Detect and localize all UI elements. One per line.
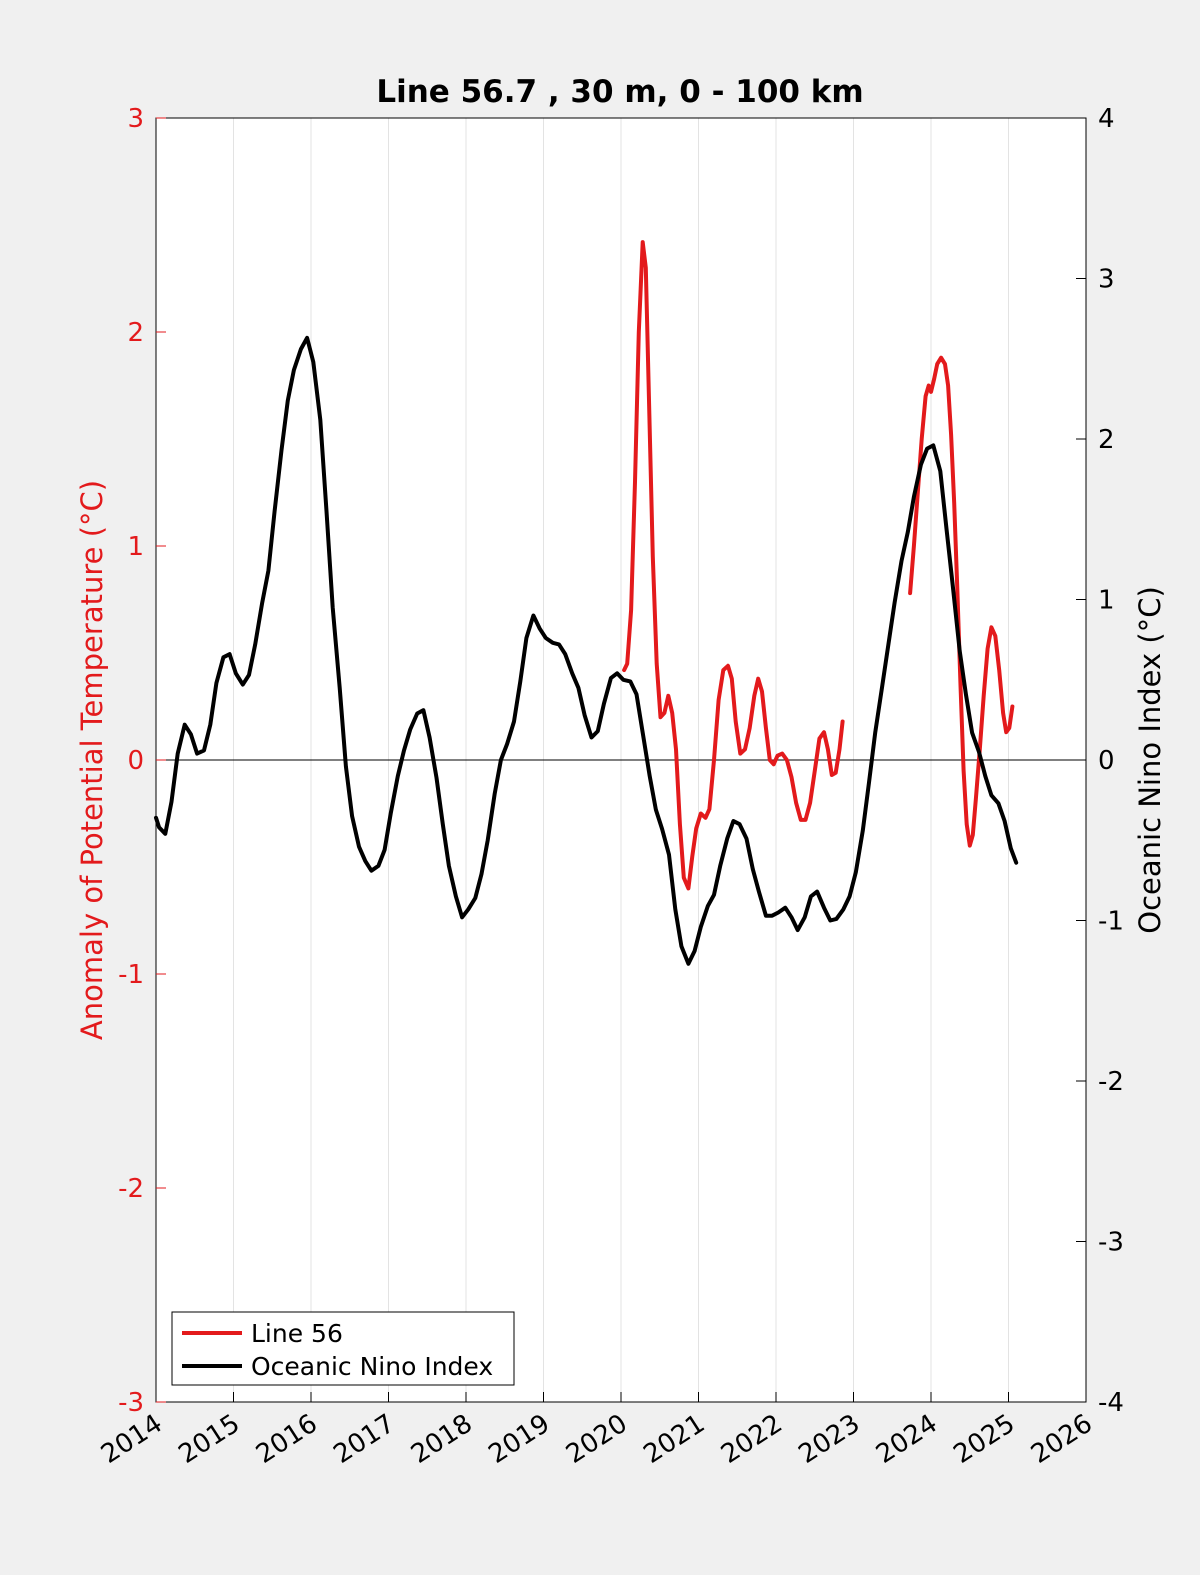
line56-series-segment-1: [908, 355, 1015, 848]
left-tick-label: 2: [127, 318, 144, 348]
right-axis-title: Oceanic Nino Index (°C): [1133, 586, 1167, 934]
chart-title: Line 56.7 , 30 m, 0 - 100 km: [376, 74, 863, 110]
left-tick-label: -1: [118, 960, 144, 990]
left-tick-label: -2: [118, 1174, 144, 1204]
left-tick-label: 0: [127, 746, 144, 776]
oni-series-segment-0: [154, 335, 1019, 966]
legend: Line 56 Oceanic Nino Index: [171, 1311, 515, 1386]
right-tick-label: -3: [1098, 1228, 1124, 1258]
left-axis-title: Anomaly of Potential Temperature (°C): [75, 480, 109, 1040]
legend-label-line56: Line 56: [251, 1319, 343, 1348]
left-tick-label: 1: [127, 532, 144, 562]
right-tick-label: -1: [1098, 907, 1124, 937]
right-tick-label: 3: [1098, 265, 1115, 295]
left-tick-label: 3: [127, 104, 144, 134]
right-tick-label: -2: [1098, 1067, 1124, 1097]
legend-box: [171, 1311, 515, 1386]
series-layer: [154, 240, 1019, 966]
line56-series-segment-0: [622, 240, 845, 891]
right-tick-label: -4: [1098, 1388, 1124, 1418]
right-tick-label: 0: [1098, 746, 1115, 776]
right-tick-label: 2: [1098, 425, 1115, 455]
legend-label-oni: Oceanic Nino Index: [251, 1352, 493, 1381]
right-tick-label: 1: [1098, 586, 1115, 616]
right-tick-label: 4: [1098, 104, 1115, 134]
left-tick-label: -3: [118, 1388, 144, 1418]
